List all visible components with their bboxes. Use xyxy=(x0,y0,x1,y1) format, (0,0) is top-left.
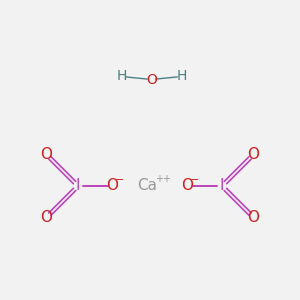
Text: I: I xyxy=(76,178,80,194)
Text: O: O xyxy=(248,210,260,225)
Text: O: O xyxy=(182,178,194,194)
Text: O: O xyxy=(40,147,52,162)
Text: −: − xyxy=(190,175,200,185)
Text: ++: ++ xyxy=(155,174,172,184)
Text: O: O xyxy=(40,210,52,225)
Text: Ca: Ca xyxy=(137,178,157,194)
Text: O: O xyxy=(106,178,119,194)
Text: H: H xyxy=(116,70,127,83)
Text: I: I xyxy=(220,178,224,194)
Text: −: − xyxy=(115,175,125,185)
Text: H: H xyxy=(176,70,187,83)
Text: O: O xyxy=(146,73,157,86)
Text: O: O xyxy=(248,147,260,162)
